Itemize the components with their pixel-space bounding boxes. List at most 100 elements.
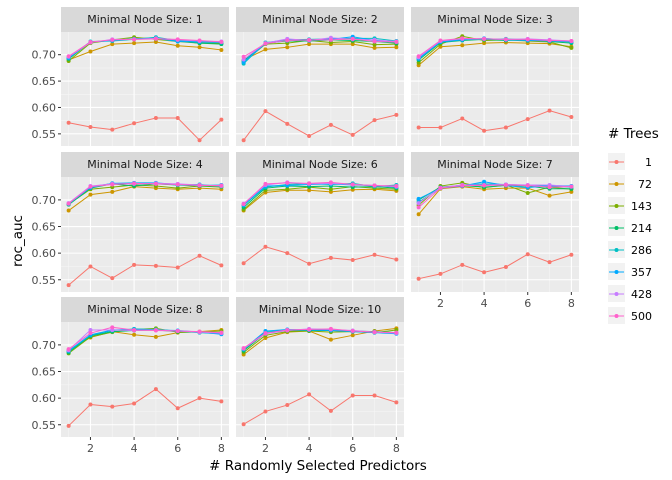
data-point [219,40,224,45]
data-point [197,329,202,334]
data-point [219,263,224,268]
data-point [66,208,71,213]
data-point [88,40,93,45]
x-axis-title: # Randomly Selected Predictors [209,458,427,474]
data-point [88,264,93,269]
facet-panel: Minimal Node Size: 4 [61,152,229,292]
data-point [110,182,115,187]
data-point [241,202,246,207]
series-500-trees [416,36,574,59]
data-point [438,271,443,276]
facet-panel: Minimal Node Size: 6 [236,152,404,292]
data-point [460,262,465,267]
legend-entry-357: 357 [608,263,652,280]
data-point [307,327,312,332]
data-point [197,138,202,143]
data-point [372,252,377,257]
series-1-trees [66,116,224,143]
y-tick-label: 0.65 [32,366,57,379]
data-point [66,423,71,428]
series-1-trees [416,108,574,133]
legend-label: 500 [631,310,652,323]
data-point [416,54,421,59]
data-point [110,276,115,281]
data-point [285,327,290,332]
series-line [243,188,397,211]
data-point [307,188,312,193]
legend-label: 143 [631,200,652,213]
data-point [88,192,93,197]
strip-label: Minimal Node Size: 1 [87,13,203,26]
data-point [219,399,224,404]
data-point [307,133,312,138]
data-point [350,393,355,398]
series-line [418,42,572,66]
series-line [243,37,397,60]
series-line [68,255,222,286]
data-point [416,201,421,206]
series-143-trees [241,184,399,212]
data-point [132,181,137,186]
series-500-trees [66,325,224,352]
series-500-trees [416,182,574,210]
data-point [197,45,202,50]
data-point [66,120,71,125]
data-point [66,283,71,288]
data-point [503,125,508,130]
data-point [219,117,224,122]
data-point [482,183,487,188]
data-point [569,184,574,189]
legend-label: 428 [631,288,652,301]
strip-background [411,7,579,32]
series-line [68,186,222,211]
data-point [66,347,71,352]
series-500-trees [241,326,399,351]
strip-background [61,297,229,322]
data-point [175,116,180,121]
data-point [197,183,202,188]
strip-background [236,152,404,177]
series-1-trees [416,252,574,281]
data-point [394,184,399,189]
series-line [418,183,572,204]
legend-key-point [614,270,619,274]
legend-key-point [614,226,619,230]
data-point [263,181,268,186]
data-point [372,183,377,188]
data-point [285,180,290,185]
data-point [219,47,224,52]
data-point [328,326,333,331]
y-tick-label: 0.70 [32,194,57,207]
data-point [525,183,530,188]
series-1-trees [241,109,399,143]
data-point [416,276,421,281]
data-point [372,330,377,335]
data-point [88,331,93,336]
data-point [307,37,312,42]
y-tick-label: 0.65 [32,75,57,88]
data-point [460,183,465,188]
series-500-trees [241,36,399,59]
data-point [175,329,180,334]
series-line [68,182,222,205]
data-point [547,38,552,43]
y-tick-label: 0.55 [32,274,57,287]
strip-label: Minimal Node Size: 7 [437,158,553,171]
data-point [328,187,333,192]
series-1-trees [241,244,399,266]
data-point [175,182,180,187]
strip-background [411,152,579,177]
series-line [418,186,572,215]
data-point [132,327,137,332]
series-line [243,328,397,349]
data-point [153,387,158,392]
data-point [394,112,399,117]
series-500-trees [66,181,224,206]
data-point [328,337,333,342]
data-point [307,261,312,266]
data-point [219,183,224,188]
x-tick-label: 6 [349,442,356,455]
data-point [525,190,530,195]
legend-entry-286: 286 [608,241,652,258]
y-tick-label: 0.55 [32,128,57,141]
